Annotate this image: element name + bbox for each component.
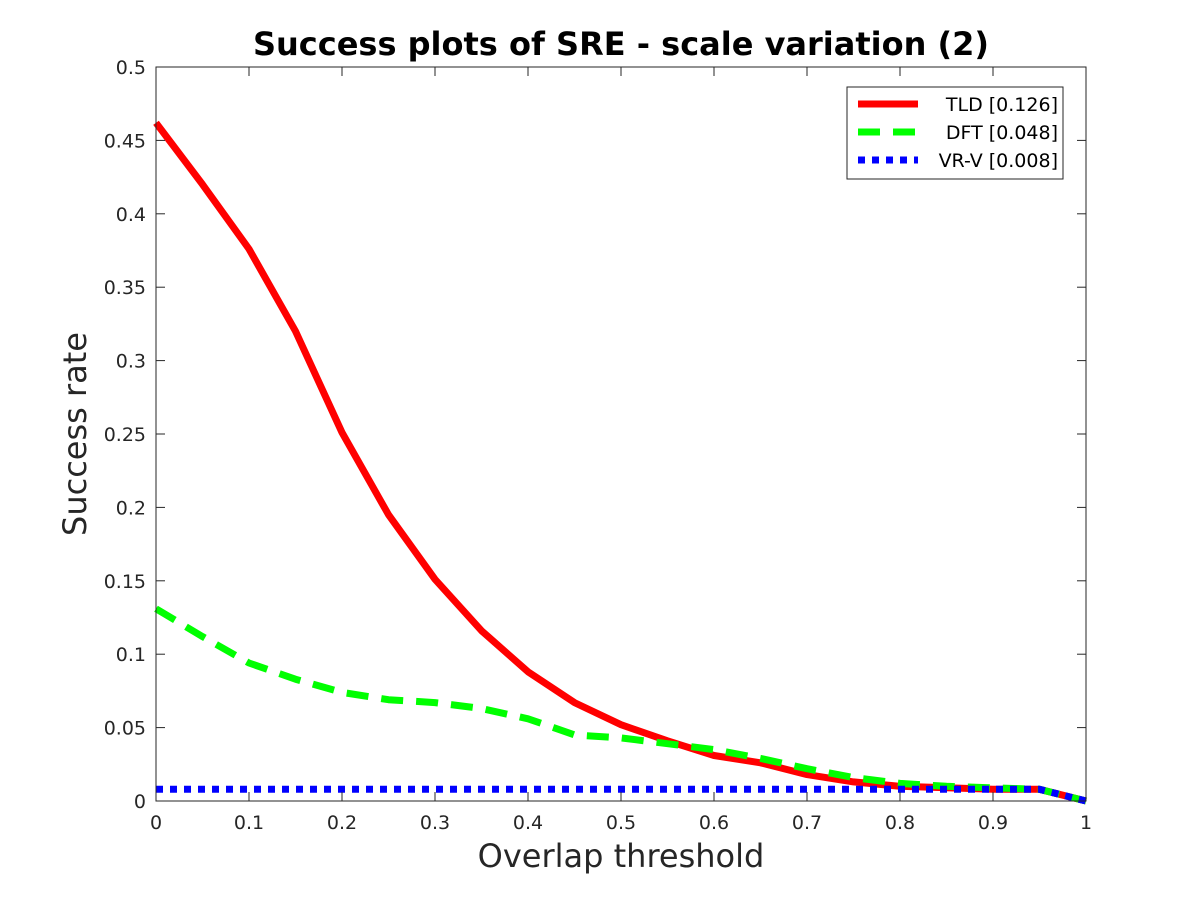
y-tick-label: 0.1	[116, 644, 146, 666]
x-tick-label: 0.1	[234, 812, 264, 834]
y-tick-label: 0.35	[104, 277, 146, 299]
y-tick-label: 0.3	[116, 351, 146, 373]
y-tick-label: 0.05	[104, 718, 146, 740]
y-tick-label: 0.25	[104, 424, 146, 446]
x-tick-label: 0.6	[699, 812, 729, 834]
y-axis-title: Success rate	[56, 332, 94, 536]
y-tick-label: 0	[134, 791, 146, 813]
x-tick-label: 0.4	[513, 812, 543, 834]
x-tick-label: 0.3	[420, 812, 450, 834]
series-line-3	[156, 785, 1087, 805]
x-tick-label: 0.9	[978, 812, 1008, 834]
x-tick-label: 0.8	[885, 812, 915, 834]
x-tick-label: 1	[1080, 812, 1092, 834]
legend-label-1: TLD [0.126]	[945, 94, 1058, 116]
legend: TLD [0.126] DFT [0.048] VR-V [0.008]	[846, 86, 1064, 180]
x-tick-label: 0.5	[606, 812, 636, 834]
legend-items: TLD [0.126] DFT [0.048] VR-V [0.008]	[858, 94, 1058, 172]
plot-area	[156, 67, 1086, 801]
ticks-layer: 0 0.1 0.2 0.3 0.4 0.5 0.6 0.7 0.8 0.9 1 0 0.05 0.1 0.1…	[104, 57, 1092, 834]
chart-title: Success plots of SRE - scale variation (…	[253, 25, 989, 63]
y-tick-label: 0.2	[116, 497, 146, 519]
y-tick-label: 0.15	[104, 571, 146, 593]
x-axis-title: Overlap threshold	[478, 837, 765, 875]
x-tick-label: 0	[150, 812, 162, 834]
x-tick-label: 0.2	[327, 812, 357, 834]
legend-label-2: DFT [0.048]	[946, 122, 1058, 144]
x-tick-label: 0.7	[792, 812, 822, 834]
legend-label-3: VR-V [0.008]	[939, 150, 1058, 172]
series-layer	[153, 120, 1087, 805]
y-tick-label: 0.5	[116, 57, 146, 79]
y-tick-label: 0.4	[116, 204, 146, 226]
y-tick-label: 0.45	[104, 130, 146, 152]
